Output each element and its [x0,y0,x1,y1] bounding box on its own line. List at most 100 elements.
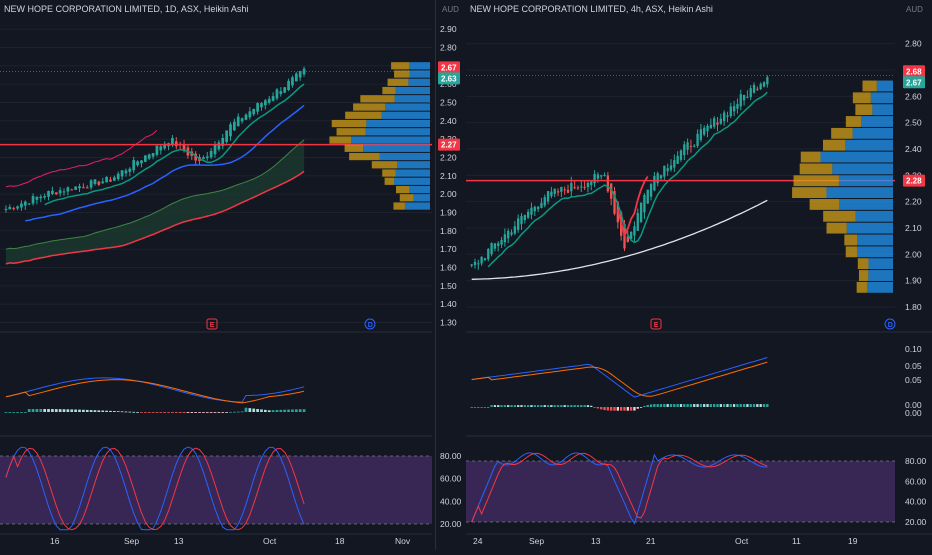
macd-histogram-bar [606,407,610,411]
date-axis-label: 13 [174,536,184,546]
price-axis-tick: 1.40 [440,299,457,309]
volume-profile-down-bar [382,169,396,177]
macd-histogram-bar [689,404,693,407]
macd-histogram-bar [89,410,93,412]
macd-histogram-bar [209,412,213,413]
volume-profile-down-bar [360,95,395,103]
macd-signal-line [5,379,305,404]
candle-body [8,206,12,210]
macd-histogram-bar [82,409,85,412]
macd-histogram-bar [626,407,629,411]
4h-chart-pane[interactable]: NEW HOPE CORPORATION LIMITED, 4h, ASX, H… [470,4,923,14]
volume-profile-down-bar [371,161,398,169]
price-tag-2-67 [438,61,460,74]
macd-histogram-bar [703,404,706,407]
stochastic-pane: 80.00 60.00 40.00 20.00 [0,446,462,531]
date-axis-label: 16 [50,536,60,546]
volume-profile-up-bar [409,70,430,78]
date-axis-label: 11 [792,536,801,546]
volume-profile-down-bar [331,119,367,128]
volume-profile-up-bar [394,177,430,185]
macd-histogram-bar [202,412,205,413]
price-tag-label: 2.27 [441,141,457,150]
macd-histogram-bar [473,407,477,408]
candle-body [480,256,483,264]
volume-profile-up-bar [363,144,430,152]
macd-histogram-bar [576,405,580,407]
candle-body [500,239,503,245]
price-axis-tick: 1.70 [440,244,457,254]
macd-histogram-bar [656,404,659,407]
macd-histogram-bar [287,409,290,412]
date-axis-label: 13 [591,536,601,546]
candle-body [663,165,666,177]
macd-histogram-bar [553,405,556,407]
stochastic-axis-tick: 80.00 [440,451,462,461]
candle-body [580,186,583,188]
macd-histogram-bar [283,409,287,412]
candle-body [613,191,616,214]
candle-body [606,175,610,192]
macd-histogram-bar [550,405,553,407]
price-tag-2-68 [903,65,925,78]
ema-red-segment [616,176,649,238]
candle-body [600,175,603,177]
candle-body [120,170,124,177]
macd-histogram-bar [97,410,101,412]
volume-profile-up-bar [846,222,893,234]
macd-histogram-bar [74,409,77,412]
macd-histogram-bar [174,412,178,413]
dividend-event-label: D [368,322,373,329]
volume-profile-up-bar [855,210,893,222]
candle-body [673,160,676,168]
earnings-event-icon [650,318,662,330]
macd-histogram-bar [294,409,298,412]
macd-histogram-bar [530,405,533,407]
volume-profile-up-bar [379,152,430,161]
macd-histogram-bar [23,412,27,413]
candle-body [217,142,221,150]
volume-profile-up-bar [861,116,893,127]
volume-profile-up-bar [868,258,893,270]
candle-body [109,179,112,182]
candle-body [523,215,526,221]
macd-histogram-bar [756,404,759,407]
candle-body [43,196,47,198]
macd-histogram-bar [659,404,663,407]
macd-histogram-bar [35,408,39,412]
candle-body [676,155,679,164]
macd-histogram-bar [560,405,563,407]
macd-histogram-bar [759,404,762,407]
earnings-event-label: E [654,322,659,329]
price-tag-label: 2.68 [906,67,922,76]
macd-histogram-bar [116,411,120,413]
macd-histogram-bar [155,412,159,413]
daily-currency-label: AUD [442,5,459,14]
candle-body [302,68,306,75]
candle-body [470,264,473,266]
macd-histogram-bar [54,409,58,412]
macd-axis-tick: 0.10 [905,344,922,354]
4h-chart-title: NEW HOPE CORPORATION LIMITED, 4h, ASX, H… [470,4,713,14]
candle-body [603,174,606,176]
lagging-span-line [5,129,158,188]
macd-histogram-bar [167,412,170,413]
macd-histogram-bar [653,404,656,407]
candle-body [240,118,244,122]
candle-body [256,103,259,112]
candle-body [54,192,58,195]
price-axis-tick: 2.20 [440,153,457,163]
volume-profile-up-bar [397,161,430,169]
macd-histogram-bar [762,404,766,407]
date-axis-label: Nov [395,536,411,546]
daily-chart-pane[interactable]: NEW HOPE CORPORATION LIMITED, 1D, ASX, H… [4,4,459,14]
candle-body [159,146,163,151]
candle-body [27,203,31,205]
macd-histogram-bar [260,409,263,412]
price-tag-label: 2.67 [441,63,457,72]
stochastic-k-line [5,446,305,531]
macd-histogram-bar [8,412,12,413]
macd-histogram-bar [298,409,302,412]
candle-body [520,216,523,225]
